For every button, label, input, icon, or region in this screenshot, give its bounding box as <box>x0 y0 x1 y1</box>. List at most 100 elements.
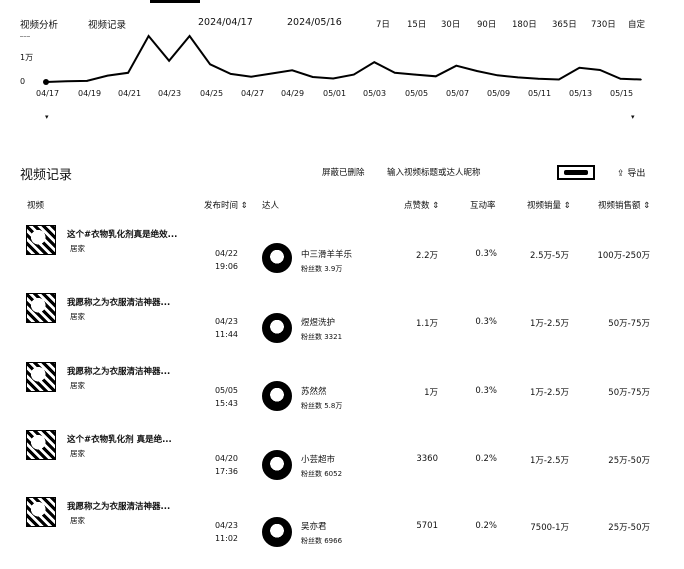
publish-time: 15:43 <box>214 399 238 408</box>
interaction-rate: 0.2% <box>475 454 497 464</box>
video-thumbnail[interactable] <box>26 362 56 392</box>
tab-video-analysis[interactable]: 视频分析 <box>20 20 59 31</box>
avatar[interactable] <box>262 517 292 547</box>
trend-point <box>65 80 68 83</box>
trend-point <box>578 67 581 69</box>
trend-point <box>332 77 335 80</box>
trend-point <box>209 63 211 66</box>
trend-point <box>311 76 314 78</box>
interaction-rate: 0.3% <box>475 249 497 259</box>
x-tick-label: 05/11 <box>528 89 552 98</box>
trend-point <box>43 79 49 85</box>
filter-deleted-toggle[interactable]: 屏蔽已删除 <box>322 168 365 178</box>
video-title[interactable]: 我愿称之为衣服清洁神器... <box>67 298 171 308</box>
range-730d[interactable]: 730日 <box>591 20 616 30</box>
table-row[interactable]: 我愿称之为衣服清洁神器... 居家 05/05 15:43 苏然然 粉丝数 5.… <box>0 362 684 434</box>
avatar[interactable] <box>262 381 292 411</box>
revenue-value: 25万-50万 <box>608 523 650 533</box>
date-end[interactable]: 2024/05/16 <box>287 17 342 28</box>
video-title[interactable]: 我愿称之为衣服清洁神器... <box>67 367 171 377</box>
author-name[interactable]: 煜煜洗护 <box>301 318 336 328</box>
search-input[interactable]: 输入视频标题或达人昵称 <box>387 168 481 178</box>
author-name[interactable]: 吴亦君 <box>301 522 327 532</box>
x-tick-label: 04/23 <box>158 89 182 98</box>
trend-line-svg <box>43 34 642 85</box>
trend-point <box>476 70 478 72</box>
x-tick-label: 04/19 <box>78 89 102 98</box>
trend-point <box>640 78 642 81</box>
video-thumbnail[interactable] <box>26 225 56 255</box>
trend-point <box>147 35 150 37</box>
range-30d[interactable]: 30日 <box>441 20 461 30</box>
top-bar: 视频分析 视频记录 2024/04/17 2024/05/16 7日 15日 3… <box>0 0 684 34</box>
trend-point <box>517 76 519 79</box>
revenue-value: 50万-75万 <box>608 388 650 398</box>
video-thumbnail[interactable] <box>26 497 56 527</box>
trend-point <box>229 73 232 75</box>
range-180d[interactable]: 180日 <box>512 20 537 30</box>
video-category: 居家 <box>70 312 85 321</box>
trend-point <box>106 74 109 77</box>
column-header-likes[interactable]: 点赞数 ⇕ <box>404 201 440 211</box>
range-7d[interactable]: 7日 <box>376 20 390 30</box>
tab-video-records[interactable]: 视频记录 <box>88 20 127 31</box>
publish-time: 17:36 <box>214 467 238 476</box>
trend-point <box>496 74 499 77</box>
x-tick-label: 05/01 <box>323 89 347 98</box>
records-title: 视频记录 <box>20 168 73 183</box>
active-tab-indicator <box>150 0 200 3</box>
interaction-rate: 0.2% <box>475 521 497 531</box>
video-thumbnail[interactable] <box>26 430 56 460</box>
column-header-publish-time[interactable]: 发布时间 ⇕ <box>204 201 248 211</box>
revenue-value: 25万-50万 <box>608 456 650 466</box>
avatar[interactable] <box>262 243 292 273</box>
video-thumbnail[interactable] <box>26 293 56 323</box>
sales-value: 1万-2.5万 <box>530 456 569 466</box>
trend-point <box>352 73 355 76</box>
upload-icon: ⇪ <box>617 169 625 179</box>
author-fans: 粉丝数 3.9万 <box>301 265 343 273</box>
x-tick-label: 04/21 <box>118 89 142 98</box>
range-90d[interactable]: 90日 <box>477 20 497 30</box>
publish-time: 19:06 <box>214 262 238 271</box>
author-fans: 粉丝数 6052 <box>301 470 343 478</box>
column-header-revenue[interactable]: 视频销售额 ⇕ <box>598 201 651 211</box>
table-row[interactable]: 我愿称之为衣服清洁神器... 居家 04/23 11:44 煜煜洗护 粉丝数 3… <box>0 293 684 365</box>
author-name[interactable]: 中三滑羊羊乐 <box>301 250 353 260</box>
table-row[interactable]: 这个#衣物乳化剂 真是绝... 居家 04/20 17:36 小芸超市 粉丝数 … <box>0 430 684 502</box>
x-tick-label: 05/07 <box>446 89 470 98</box>
video-category: 居家 <box>70 449 85 458</box>
x-tick-label: 04/17 <box>36 89 60 98</box>
table-row[interactable]: 这个#衣物乳化剂真是绝效... 居家 04/22 19:06 中三滑羊羊乐 粉丝… <box>0 225 684 297</box>
trend-point <box>291 69 294 72</box>
x-tick-label: 04/25 <box>200 89 224 98</box>
author-name[interactable]: 小芸超市 <box>301 455 336 465</box>
video-title[interactable]: 这个#衣物乳化剂 真是绝... <box>67 435 172 445</box>
author-name[interactable]: 苏然然 <box>301 387 327 397</box>
trend-chart: 1万 0 04/17 04/19 04/21 04/23 04/25 04/27… <box>0 30 684 125</box>
revenue-value: 100万-250万 <box>597 251 650 261</box>
revenue-value: 50万-75万 <box>608 319 650 329</box>
x-tick-label: 05/13 <box>569 89 593 98</box>
video-category: 居家 <box>70 381 85 390</box>
export-format-button[interactable] <box>557 165 595 180</box>
video-title[interactable]: 我愿称之为衣服清洁神器... <box>67 502 171 512</box>
video-title[interactable]: 这个#衣物乳化剂真是绝效... <box>67 230 178 240</box>
trend-point <box>558 78 560 81</box>
trend-point <box>435 75 437 78</box>
avatar[interactable] <box>262 313 292 343</box>
range-365d[interactable]: 365日 <box>552 20 577 30</box>
range-custom[interactable]: 自定 <box>628 20 646 30</box>
export-button[interactable]: ⇪ 导出 <box>617 166 645 179</box>
column-header-sales[interactable]: 视频销量 ⇕ <box>527 201 571 211</box>
range-15d[interactable]: 15日 <box>407 20 427 30</box>
table-row[interactable]: 我愿称之为衣服清洁神器... 居家 04/23 11:02 吴亦君 粉丝数 69… <box>0 497 684 569</box>
x-tick-label: 05/09 <box>487 89 511 98</box>
sales-value: 1万-2.5万 <box>530 388 569 398</box>
date-start[interactable]: 2024/04/17 <box>198 17 253 28</box>
column-header-author: 达人 <box>262 201 280 211</box>
trend-point <box>393 72 396 74</box>
trend-point <box>414 73 417 76</box>
avatar[interactable] <box>262 450 292 480</box>
sales-value: 7500-1万 <box>530 523 569 533</box>
